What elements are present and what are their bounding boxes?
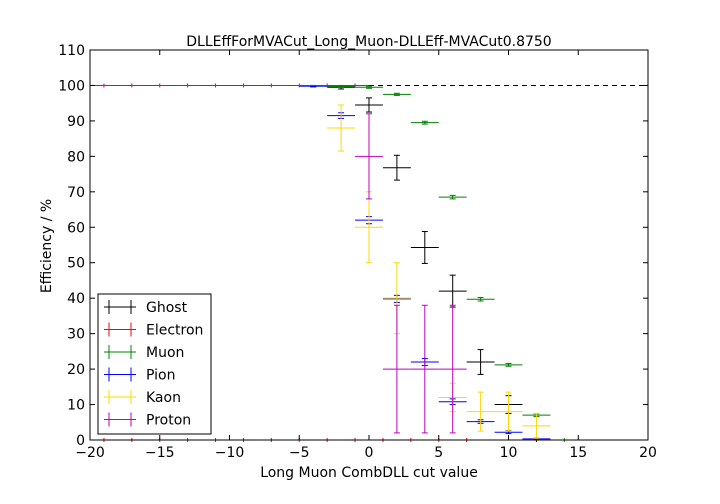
- x-tick-label: −10: [215, 445, 245, 461]
- x-tick-label: 20: [639, 445, 657, 461]
- y-tick-label: 20: [67, 362, 85, 378]
- x-tick-label: 10: [500, 445, 518, 461]
- y-tick-label: 0: [76, 433, 85, 449]
- y-tick-label: 80: [67, 149, 85, 165]
- legend-label: Ghost: [146, 300, 188, 316]
- chart-title: DLLEffForMVACut_Long_Muon-DLLEff-MVACut0…: [186, 34, 551, 50]
- x-tick-label: 15: [569, 445, 587, 461]
- y-tick-label: 100: [58, 78, 85, 94]
- x-tick-label: −5: [289, 445, 310, 461]
- x-tick-label: −20: [75, 445, 105, 461]
- y-tick-label: 90: [67, 114, 85, 130]
- legend-label: Proton: [146, 413, 191, 429]
- legend-label: Pion: [146, 368, 175, 384]
- axes: −20 −15 −10 −5 0 5 10 15 20 0 10 20 30 40 50 60 70 80 90 10…: [58, 43, 657, 461]
- y-tick-label: 40: [67, 291, 85, 307]
- legend-entry-kaon: Kaon: [104, 390, 181, 406]
- series-proton: [90, 83, 467, 434]
- legend-entry-electron: Electron: [104, 322, 203, 339]
- legend-label: Electron: [146, 323, 203, 339]
- x-tick-label: 5: [434, 445, 443, 461]
- y-tick-label: 70: [67, 185, 85, 201]
- legend-label: Kaon: [146, 390, 181, 406]
- y-tick-label: 30: [67, 327, 85, 343]
- y-tick-label: 110: [58, 43, 85, 59]
- y-axis-label: Efficiency / %: [39, 199, 55, 293]
- x-axis-label: Long Muon CombDLL cut value: [260, 465, 478, 481]
- legend-entry-ghost: Ghost: [104, 300, 188, 316]
- y-tick-label: 60: [67, 220, 85, 236]
- y-tick-label: 50: [67, 256, 85, 272]
- x-tick-label: −15: [145, 445, 175, 461]
- legend-label: Muon: [146, 345, 184, 361]
- x-tick-label: 0: [365, 445, 374, 461]
- legend: Ghost Electron Muon Pion Kaon Proton: [97, 293, 212, 435]
- legend-entry-proton: Proton: [104, 412, 191, 429]
- legend-box: [97, 293, 212, 435]
- legend-entry-pion: Pion: [104, 367, 175, 384]
- legend-entry-muon: Muon: [104, 345, 184, 361]
- y-tick-label: 10: [67, 398, 85, 414]
- plot-area: [90, 83, 648, 442]
